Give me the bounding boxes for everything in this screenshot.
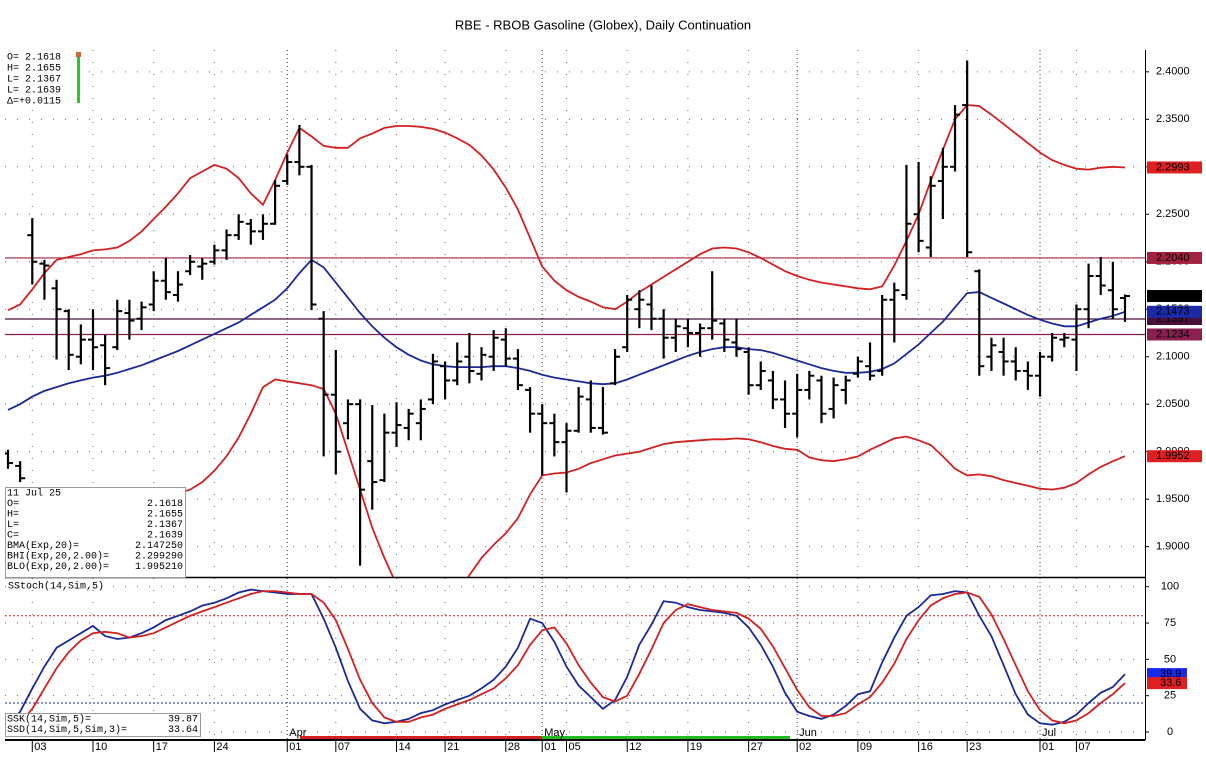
- info-line: Δ=+0.0115: [7, 97, 61, 108]
- y-tick-label: 2.4000: [1156, 66, 1190, 78]
- summary-value: 33.64: [168, 725, 198, 736]
- y-tick-label: 1.9500: [1156, 493, 1190, 505]
- x-tick-label: 24: [216, 741, 228, 753]
- x-tick-label: 05: [569, 741, 581, 753]
- x-tick-label: 21: [447, 741, 459, 753]
- price-panel: [5, 60, 1145, 577]
- value-marker: [1147, 450, 1202, 463]
- y-tick-label: 75: [1164, 617, 1176, 629]
- chart-title: RBE - RBOB Gasoline (Globex), Daily Cont…: [455, 17, 751, 32]
- x-tick-label: 17: [156, 741, 168, 753]
- y-tick-label: 50: [1164, 653, 1176, 665]
- y-tick-label: 2.1000: [1156, 351, 1190, 363]
- value-marker: [1147, 305, 1202, 318]
- value-marker: [1147, 251, 1202, 264]
- x-tick-label: 23: [969, 741, 981, 753]
- value-marker: [1147, 161, 1202, 174]
- summary-label: C=: [7, 531, 19, 542]
- period-band: [300, 736, 542, 739]
- x-tick-label: 14: [399, 741, 411, 753]
- info-box: [5, 50, 77, 106]
- summary-label: SSD(14,Sim,5,Sim,3)=: [7, 724, 127, 736]
- summary-label: BLO(Exp,20,2.00)=: [7, 561, 109, 573]
- value-marker-label: 2.2040: [1156, 252, 1190, 264]
- summary-value: 39.87: [168, 715, 198, 726]
- month-label: May: [544, 727, 565, 739]
- value-marker-label: 1.9952: [1156, 450, 1190, 462]
- stoch-panel: [5, 588, 1145, 730]
- y-tick-label: 2.3500: [1156, 113, 1190, 125]
- y-tick-label: 2.0500: [1156, 398, 1190, 410]
- summary-label: H=: [7, 510, 19, 521]
- value-marker-label: 33.6: [1160, 677, 1181, 689]
- value-marker: [1147, 328, 1202, 341]
- stoch-line: [7, 588, 1126, 726]
- stoch-title: SStoch(14,Sim,5): [8, 581, 104, 593]
- value-marker: [1147, 677, 1187, 690]
- y-tick-label: 2.2500: [1156, 208, 1190, 220]
- summary-value: 2.1618: [147, 499, 183, 510]
- info-indicator: [76, 52, 81, 57]
- summary-value: 2.1639: [147, 531, 183, 542]
- value-marker-label: 2.1234: [1156, 328, 1190, 340]
- value-marker-label: 39.9: [1160, 668, 1181, 680]
- summary-label: BHI(Exp,20,2.00)=: [7, 551, 109, 563]
- x-tick-label: 28: [508, 741, 520, 753]
- x-tick-label: 03: [34, 741, 46, 753]
- x-tick-label: 09: [860, 741, 872, 753]
- stoch-line: [7, 590, 1126, 730]
- month-label: Jul: [1042, 727, 1056, 739]
- month-label: Apr: [289, 727, 306, 739]
- value-marker-label: 2.2993: [1156, 161, 1190, 173]
- axes: 1.90001.95002.00002.05002.10002.15002.20…: [31, 66, 1202, 753]
- summary-label: SSK(14,Sim,5)=: [7, 714, 91, 726]
- summary-label: O=: [7, 499, 19, 510]
- x-tick-label: 07: [338, 741, 350, 753]
- summary-value: 2.1655: [147, 510, 183, 521]
- info-line: H= 2.1655: [7, 64, 61, 75]
- value-marker-label: 2.1473: [1156, 306, 1190, 318]
- summary-date: 11 Jul 25: [7, 488, 61, 500]
- x-tick-label: 19: [690, 741, 702, 753]
- summary-value: 2.1367: [147, 520, 183, 531]
- x-tick-label: 01: [1042, 741, 1054, 753]
- summary-label: L=: [7, 520, 19, 531]
- y-tick-label: 25: [1164, 690, 1176, 702]
- x-tick-label: 12: [629, 741, 641, 753]
- info-line: L= 2.1639: [7, 86, 61, 97]
- summary-value: 1.995210: [135, 562, 183, 573]
- x-tick-label: 07: [1078, 741, 1090, 753]
- info-indicator: [77, 52, 80, 103]
- info-line: O= 2.1618: [7, 53, 61, 64]
- summary-value: 2.299290: [135, 552, 183, 563]
- x-tick-label: 01: [544, 741, 556, 753]
- summary-label: BMA(Exp,20)=: [7, 540, 79, 552]
- value-marker: [1147, 668, 1187, 681]
- month-label: Jun: [799, 727, 817, 739]
- x-tick-label: 10: [95, 741, 107, 753]
- y-tick-label: 0: [1167, 726, 1173, 738]
- band-line: [7, 258, 1126, 411]
- info-line: L= 2.1367: [7, 75, 61, 86]
- period-band: [542, 736, 790, 739]
- band-line: [7, 104, 1126, 312]
- value-marker: [1147, 290, 1202, 303]
- x-tick-label: 02: [799, 741, 811, 753]
- summary-box: [5, 487, 186, 578]
- y-tick-label: 1.9000: [1156, 541, 1190, 553]
- y-tick-label: 100: [1161, 581, 1179, 593]
- x-tick-label: 27: [751, 741, 763, 753]
- x-tick-label: 16: [921, 741, 933, 753]
- x-tick-label: 01: [289, 741, 301, 753]
- stoch-summary-box: [5, 713, 201, 737]
- summary-value: 2.147250: [135, 541, 183, 552]
- value-marker-label: 2.1639: [1156, 290, 1190, 302]
